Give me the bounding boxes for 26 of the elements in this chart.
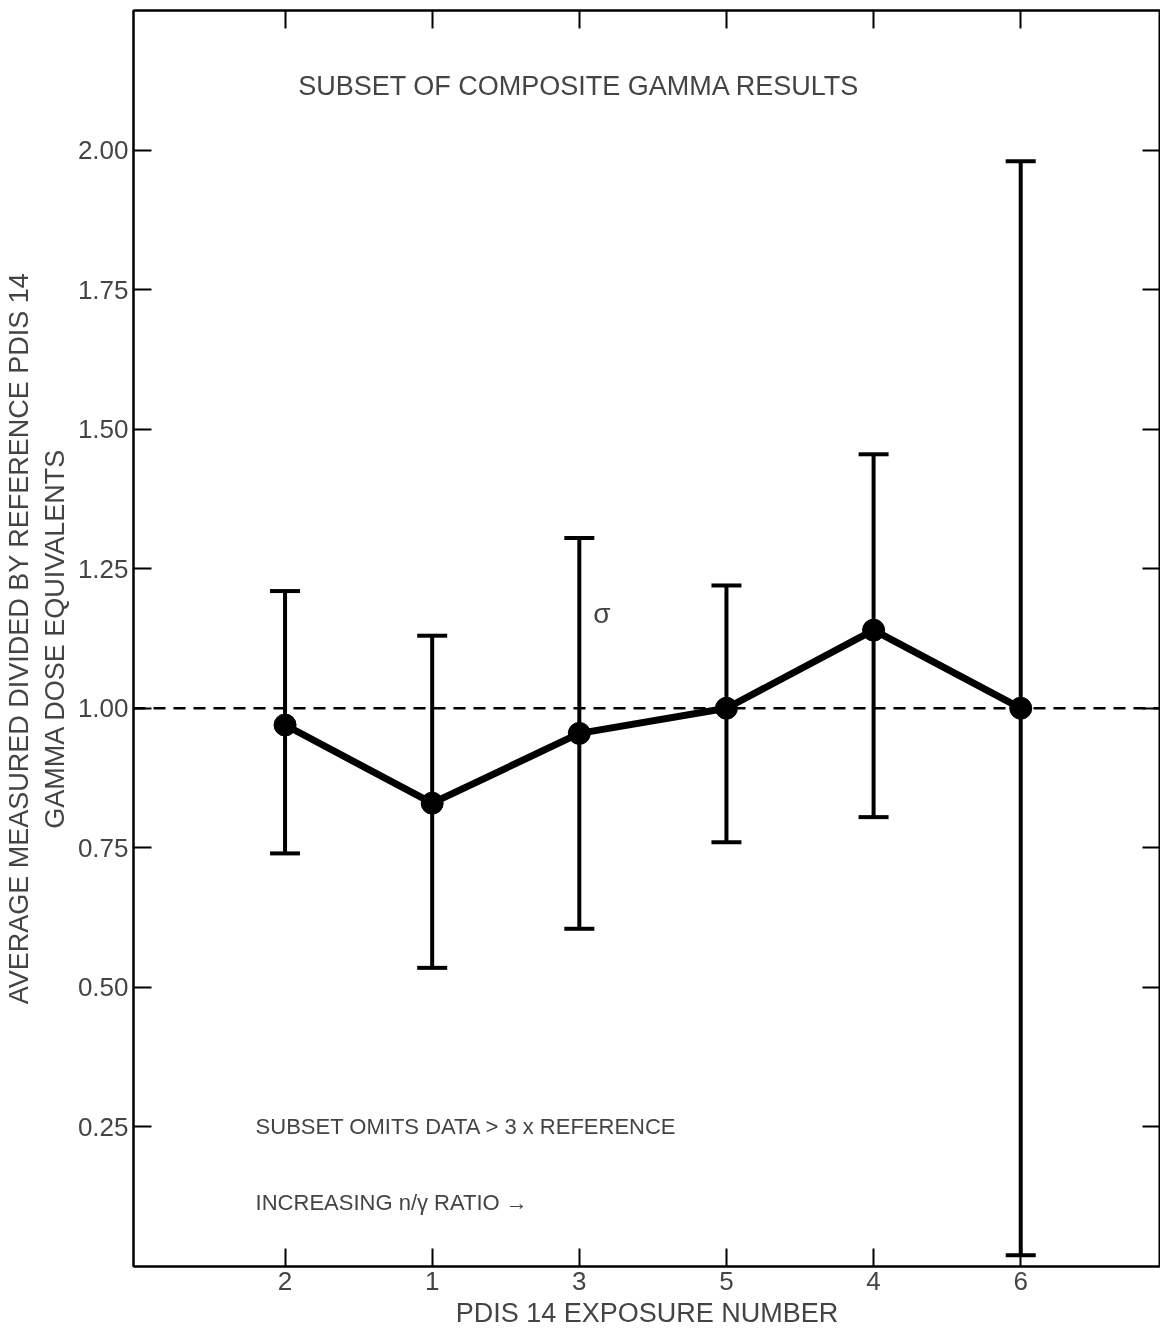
x-tick-label: 2	[277, 1265, 293, 1296]
x-axis-title: PDIS 14 EXPOSURE NUMBER	[455, 1297, 839, 1328]
x-tick-label: 1	[424, 1265, 440, 1296]
point	[420, 791, 444, 815]
point	[862, 618, 886, 642]
point	[714, 696, 738, 720]
y-tick-label: 1.50	[77, 414, 129, 445]
y-tick-label: 0.25	[77, 1111, 129, 1142]
annotation: σ	[593, 597, 611, 629]
y-tick-label: 2.00	[77, 135, 129, 166]
point	[1009, 696, 1033, 720]
text: SUBSET OF COMPOSITE GAMMA RESULTS	[298, 70, 859, 101]
x-tick-label: 6	[1013, 1265, 1028, 1296]
y-tick-label: 1.75	[77, 274, 129, 305]
annotation: INCREASING n/γ RATIO →	[255, 1189, 528, 1215]
y-tick-label: 0.75	[77, 832, 129, 863]
point	[567, 721, 591, 745]
y-tick-label: 1.25	[77, 553, 129, 584]
y-tick-label: 0.50	[77, 972, 129, 1003]
x-tick-label: 3	[572, 1265, 587, 1296]
annotation: SUBSET OMITS DATA > 3 x REFERENCE	[255, 1114, 676, 1140]
point	[273, 713, 297, 737]
y-tick-label: 1.00	[77, 693, 129, 724]
y-axis-title: AVERAGE MEASURED DIVIDED BY REFERENCE PDIS 14 GAMMA DOSE EQUIVALENTS	[3, 273, 70, 1005]
x-tick-label: 4	[866, 1265, 881, 1296]
x-tick-label: 5	[719, 1265, 734, 1296]
